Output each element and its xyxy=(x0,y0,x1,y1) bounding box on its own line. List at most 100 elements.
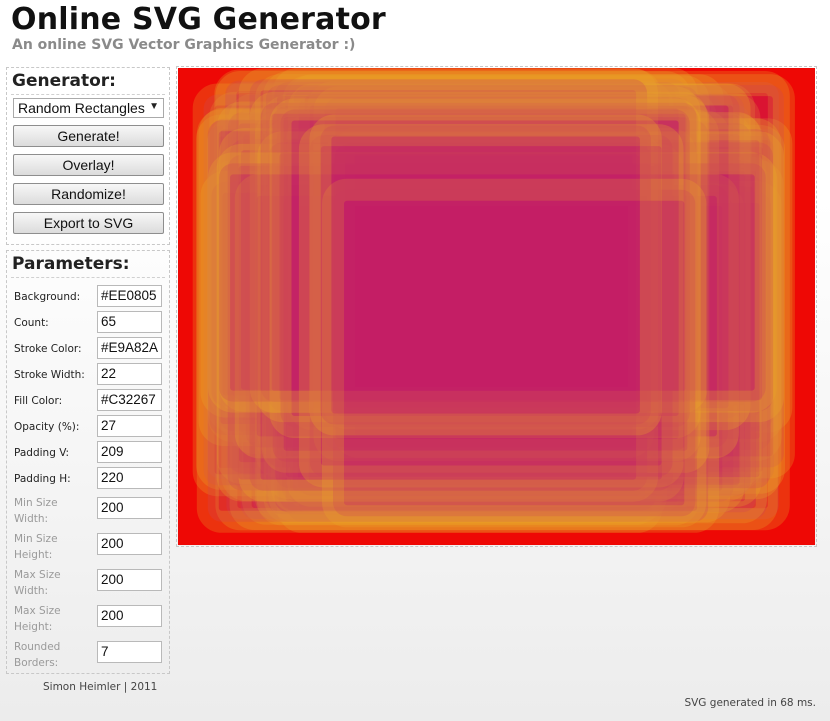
generated-rectangle xyxy=(272,68,698,454)
generated-rectangle xyxy=(298,124,684,488)
param-label: Rounded Borders: xyxy=(14,641,61,669)
generated-rectangle xyxy=(323,133,662,430)
randomize-button[interactable]: Randomize! xyxy=(13,183,164,205)
generated-rectangle xyxy=(256,153,700,526)
generated-rectangle xyxy=(255,125,661,519)
generated-rectangle xyxy=(289,84,734,470)
generated-rectangle xyxy=(198,107,684,446)
overlay-button[interactable]: Overlay! xyxy=(13,154,164,176)
export-svg-button[interactable]: Export to SVG xyxy=(13,212,164,234)
generated-rectangle xyxy=(238,68,659,502)
background-color-input[interactable]: #EE0805 xyxy=(97,285,162,307)
param-label: Max Size Width: xyxy=(14,569,61,597)
max-size-height-input[interactable]: 200 xyxy=(97,605,162,627)
page-title: Online SVG Generator xyxy=(11,2,386,37)
generated-rectangle xyxy=(322,178,707,528)
generated-rectangle xyxy=(228,93,761,426)
opacity-input[interactable]: 27 xyxy=(97,415,162,437)
generated-rectangle xyxy=(209,91,717,421)
generated-rectangle xyxy=(200,170,662,418)
param-label: Count: xyxy=(14,317,49,329)
param-label: Padding V: xyxy=(14,447,70,459)
generated-rectangle xyxy=(309,114,662,436)
generator-type-select[interactable]: Random Rectangles ▼ xyxy=(13,98,164,118)
generated-rectangle xyxy=(332,104,715,471)
canvas-background xyxy=(178,68,815,545)
stroke-color-input[interactable]: #E9A82A xyxy=(97,337,162,359)
generator-type-value: Random Rectangles xyxy=(18,100,145,116)
generated-rectangle xyxy=(249,91,708,414)
page-subtitle: An online SVG Vector Graphics Generator … xyxy=(12,37,356,53)
generated-rectangle xyxy=(257,131,785,423)
generated-svg-canvas xyxy=(178,68,815,545)
generated-rectangle xyxy=(214,69,662,412)
param-label: Background: xyxy=(14,291,81,303)
generated-rectangle xyxy=(332,126,655,458)
generated-rectangle xyxy=(221,112,752,502)
min-size-width-input[interactable]: 200 xyxy=(97,497,162,519)
param-label: Min Size Width: xyxy=(14,497,58,525)
generated-rectangle xyxy=(287,74,724,439)
generated-rectangle xyxy=(214,183,716,439)
generated-rectangle xyxy=(257,169,738,468)
generated-rectangle xyxy=(241,107,662,525)
dropdown-arrow-icon: ▼ xyxy=(149,101,159,112)
generated-rectangle xyxy=(268,115,667,522)
parameters-divider xyxy=(11,277,165,278)
generated-rectangle xyxy=(196,114,752,490)
generated-rectangle xyxy=(288,124,786,494)
param-label: Stroke Color: xyxy=(14,343,82,355)
generated-rectangle xyxy=(215,71,790,531)
param-label: Max Size Height: xyxy=(14,605,61,633)
generated-rectangle xyxy=(282,75,710,423)
count-input[interactable]: 65 xyxy=(97,311,162,333)
generated-rectangle xyxy=(192,83,756,497)
generated-rectangle xyxy=(224,171,720,439)
generated-rectangle xyxy=(328,168,762,489)
generated-rectangle xyxy=(313,86,701,462)
param-label: Padding H: xyxy=(14,473,71,485)
generated-rectangle xyxy=(251,131,750,445)
generation-status: SVG generated in 68 ms. xyxy=(684,697,816,709)
generate-button[interactable]: Generate! xyxy=(13,125,164,147)
generated-rectangle xyxy=(255,74,795,479)
generated-rectangle xyxy=(264,118,782,500)
generated-rectangle xyxy=(207,118,793,433)
generated-rectangle xyxy=(296,141,690,454)
max-size-width-input[interactable]: 200 xyxy=(97,569,162,591)
generated-rectangle xyxy=(229,179,650,454)
generated-rectangle xyxy=(254,110,731,523)
fill-color-input[interactable]: #C32267 xyxy=(97,389,162,411)
generated-rectangle xyxy=(261,95,710,473)
generated-rectangle xyxy=(279,113,763,491)
stroke-width-input[interactable]: 22 xyxy=(97,363,162,385)
generated-rectangle xyxy=(217,101,654,485)
param-label: Fill Color: xyxy=(14,395,63,407)
generated-rectangle xyxy=(286,112,762,507)
generated-rectangle xyxy=(271,104,673,506)
min-size-height-input[interactable]: 200 xyxy=(97,533,162,555)
author-credit: Simon Heimler | 2011 xyxy=(43,681,158,693)
generated-rectangle xyxy=(216,143,684,502)
generated-rectangle xyxy=(234,173,739,459)
padding-v-input[interactable]: 209 xyxy=(97,441,162,463)
generated-rectangle xyxy=(207,160,784,443)
svg-canvas-frame xyxy=(176,66,817,547)
param-label: Opacity (%): xyxy=(14,421,80,433)
generated-rectangle xyxy=(263,71,691,470)
generated-rectangle xyxy=(254,165,717,464)
generated-rectangle xyxy=(208,152,777,413)
generated-rectangle xyxy=(260,114,651,504)
rounded-borders-input[interactable]: 7 xyxy=(97,641,162,663)
generated-rectangle xyxy=(270,183,745,513)
generated-rectangle xyxy=(269,164,776,428)
generated-rectangle xyxy=(229,157,778,530)
param-label: Min Size Height: xyxy=(14,533,58,561)
padding-h-input[interactable]: 220 xyxy=(97,467,162,489)
generated-rectangle xyxy=(288,169,684,513)
generated-rectangle xyxy=(307,81,674,410)
generated-rectangle xyxy=(287,83,751,431)
parameters-panel: Parameters: Background: #EE0805 Count: 6… xyxy=(6,250,170,674)
generated-rectangle xyxy=(257,181,782,461)
generated-rectangle xyxy=(263,149,768,524)
